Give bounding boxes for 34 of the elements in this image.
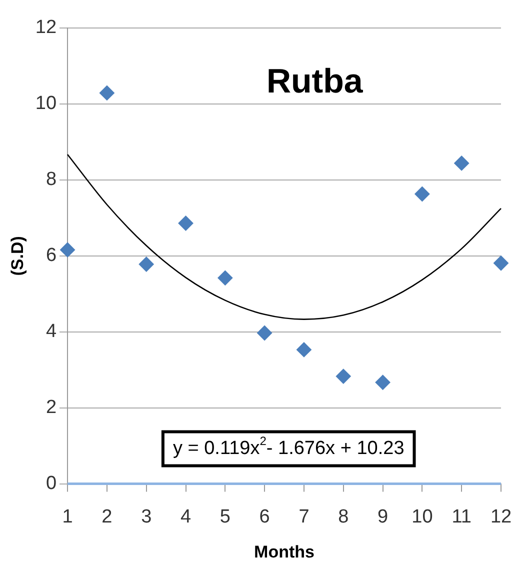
x-tick-label: 5 [220, 506, 230, 528]
x-tick-label: 7 [298, 506, 310, 528]
point [60, 242, 76, 258]
x-tick-label: 12 [490, 506, 512, 528]
x-tick-label: 3 [141, 506, 152, 528]
point [336, 368, 351, 384]
y-tick-label: 8 [46, 169, 57, 190]
x-tick-label: 11 [452, 506, 472, 528]
point [218, 270, 233, 286]
y-tick-label: 0 [46, 473, 57, 494]
y-tick-label: 4 [46, 321, 57, 342]
x-tick-label: 8 [338, 506, 349, 528]
y-tick-label: 6 [46, 245, 57, 266]
x-axis-title: Months [254, 542, 314, 562]
point [494, 256, 508, 271]
y-tick-label: 10 [35, 93, 57, 114]
point [99, 85, 114, 100]
x-tick-label: 6 [259, 506, 270, 528]
x-tick-label: 2 [102, 506, 112, 528]
x-tick-label: 9 [377, 506, 388, 528]
point [178, 216, 194, 231]
text: Rutba [266, 62, 364, 100]
point [375, 374, 390, 390]
x-tick-label: 1 [62, 506, 73, 528]
point [414, 186, 430, 202]
y-tick-label: 12 [35, 17, 57, 38]
point [138, 256, 154, 272]
y-tick-label: 2 [46, 397, 57, 418]
x-tick-label: 10 [412, 506, 433, 528]
point [454, 156, 470, 171]
point [257, 326, 272, 341]
point [296, 342, 312, 358]
y-axis-title: (S.D) [8, 236, 27, 276]
x-tick-label: 4 [180, 506, 192, 528]
